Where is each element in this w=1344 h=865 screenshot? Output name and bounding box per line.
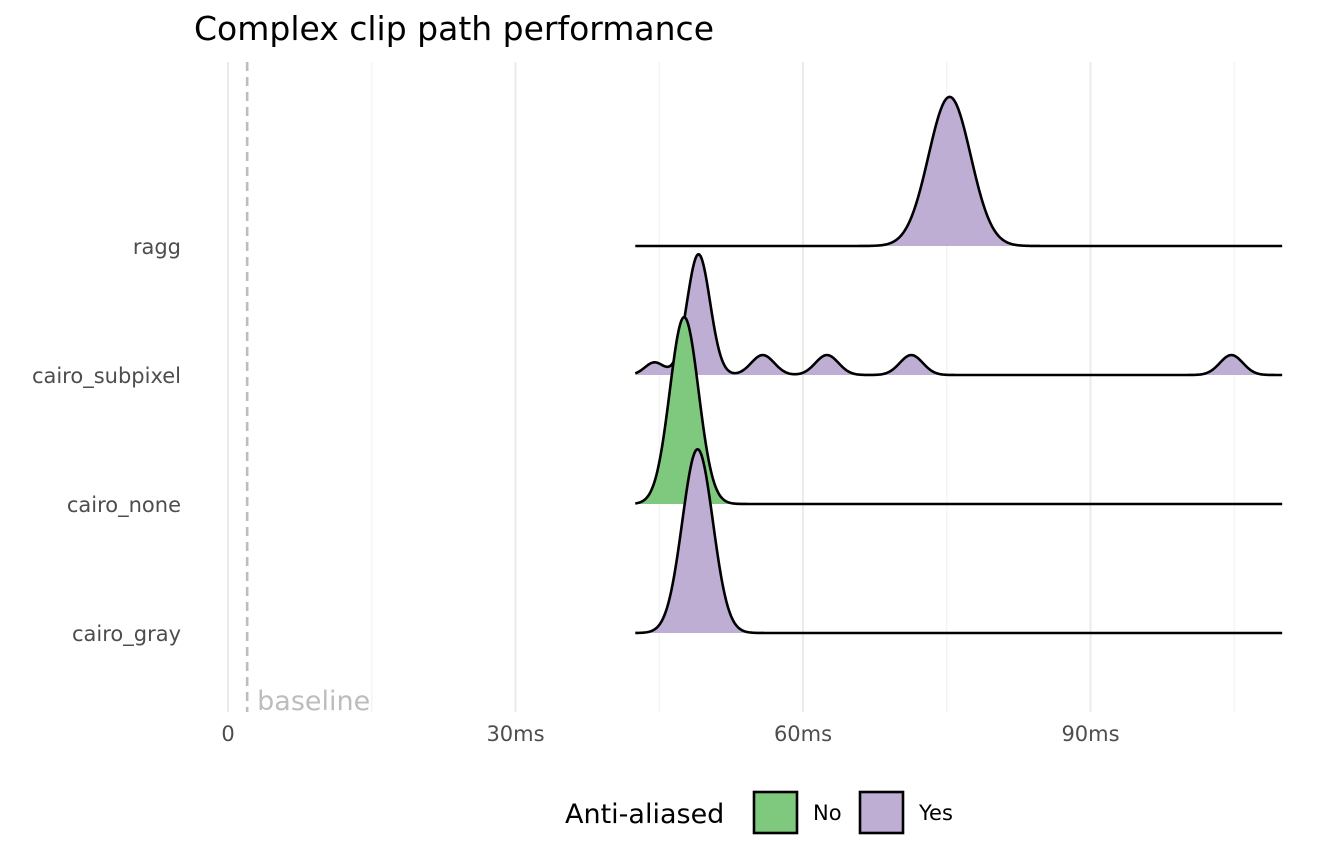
x-tick-label: 30ms — [486, 722, 544, 746]
ridge-fill-cairo-subpixel — [635, 254, 1283, 375]
ridge-line-cairo-gray — [634, 447, 1283, 635]
ridge-fill-ragg — [635, 96, 1283, 247]
baseline-reference: baseline — [245, 62, 370, 717]
category-label-cairo-none: cairo_none — [67, 493, 181, 518]
ridge-line-ragg — [634, 95, 1283, 248]
x-tick-labels: 0 30ms 60ms 90ms — [221, 722, 1119, 746]
baseline-label: baseline — [257, 686, 370, 717]
category-label-cairo-subpixel: cairo_subpixel — [32, 364, 181, 389]
legend-label-no: No — [813, 801, 842, 825]
legend-key-yes — [858, 790, 905, 835]
x-tick-label: 90ms — [1061, 722, 1119, 746]
chart-title: Complex clip path performance — [194, 9, 714, 48]
ridge-fill-cairo-none — [635, 317, 1283, 504]
ridges — [634, 95, 1283, 635]
legend-title: Anti-aliased — [565, 799, 724, 830]
legend-label-yes: Yes — [918, 801, 953, 825]
x-tick-label: 0 — [221, 722, 234, 746]
category-labels: cairo_gray cairo_none cairo_subpixel ragg — [32, 235, 181, 647]
x-tick-label: 60ms — [774, 722, 832, 746]
legend: Anti-aliased No Yes — [565, 790, 953, 835]
ridge-line-cairo-none — [634, 315, 1283, 506]
category-label-ragg: ragg — [133, 235, 181, 259]
category-label-cairo-gray: cairo_gray — [72, 622, 181, 647]
ridge-line-cairo-subpixel — [634, 252, 1283, 377]
ridge-fill-cairo-gray — [635, 449, 1283, 633]
legend-key-no — [752, 790, 799, 835]
